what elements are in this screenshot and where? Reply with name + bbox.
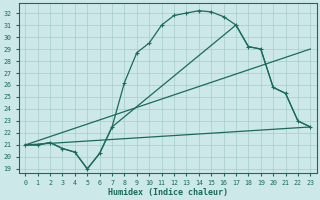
X-axis label: Humidex (Indice chaleur): Humidex (Indice chaleur) [108, 188, 228, 197]
